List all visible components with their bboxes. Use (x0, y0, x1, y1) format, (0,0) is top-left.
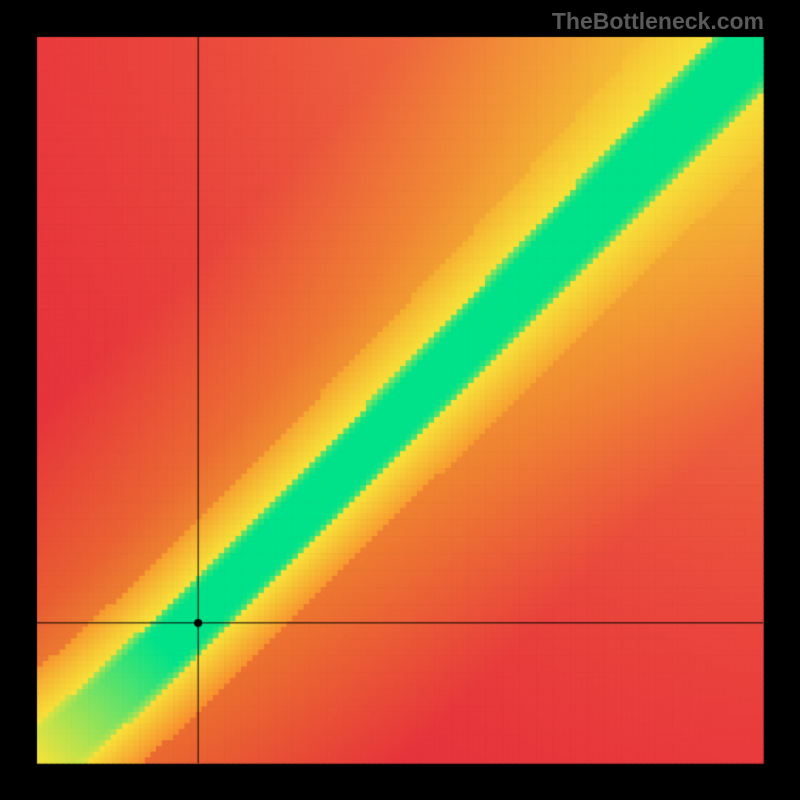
bottleneck-heatmap (0, 0, 800, 800)
watermark-text: TheBottleneck.com (552, 8, 764, 35)
chart-container: TheBottleneck.com (0, 0, 800, 800)
